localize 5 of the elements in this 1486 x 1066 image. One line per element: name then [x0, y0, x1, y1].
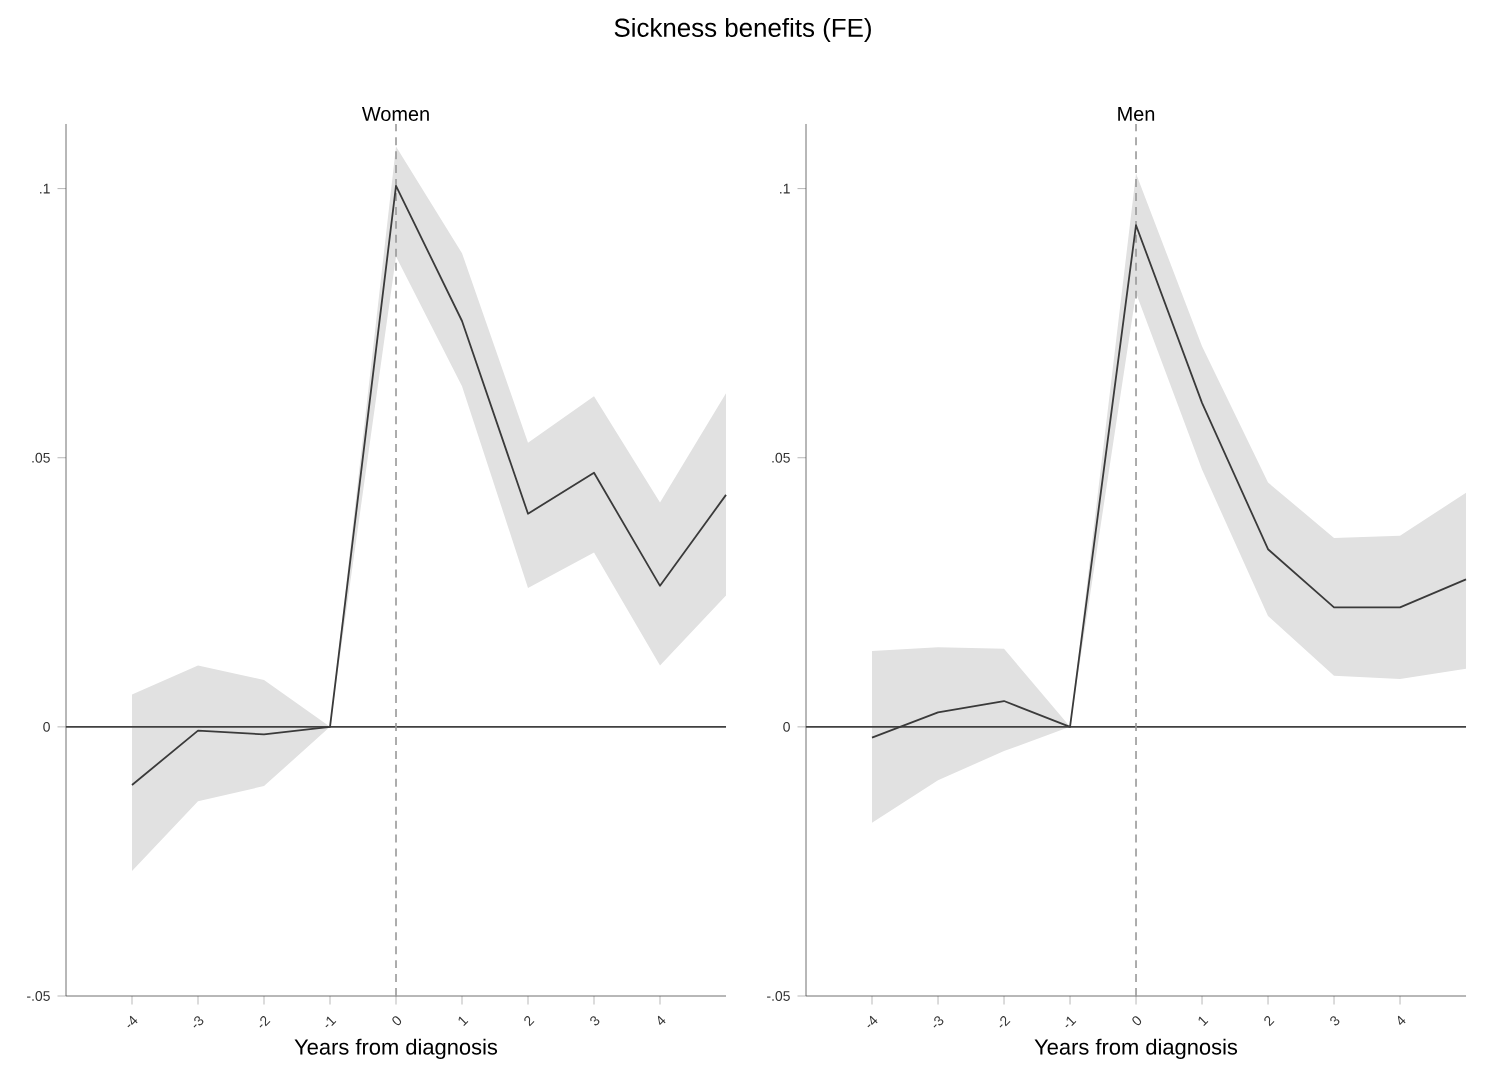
x-axis-title: Years from diagnosis — [294, 1038, 498, 1060]
x-axis-title: Years from diagnosis — [1034, 1038, 1238, 1060]
chart-title: Women — [361, 107, 429, 121]
text: Sickness benefits (FE) — [614, 17, 871, 43]
chart-title: Men — [1118, 107, 1155, 121]
